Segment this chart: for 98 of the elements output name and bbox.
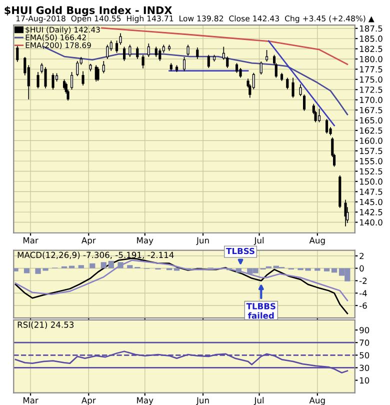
y-tick-label: -6 xyxy=(359,302,367,309)
candlestick xyxy=(318,108,321,123)
candlestick xyxy=(286,77,289,90)
bar xyxy=(314,268,320,271)
y-tick-label: 70 xyxy=(360,340,370,346)
y-tick-label: 170.0 xyxy=(360,96,382,104)
candlestick xyxy=(106,44,109,60)
bar xyxy=(118,262,124,268)
x-tick-label: Apr xyxy=(82,397,96,405)
y-tick-label: 142.5 xyxy=(360,209,382,216)
candlestick xyxy=(299,84,302,97)
candlestick xyxy=(260,61,262,75)
candlestick xyxy=(196,47,199,60)
candlestick xyxy=(265,50,268,62)
y-tick-label: 50 xyxy=(360,352,370,358)
x-tick-label: Mar xyxy=(23,397,38,404)
candlestick xyxy=(292,77,294,98)
bar xyxy=(174,268,180,271)
y-tick-label: 30 xyxy=(360,364,370,371)
candlestick xyxy=(16,46,19,62)
x-tick-label: Apr xyxy=(82,237,96,246)
y-tick-label: 157.5 xyxy=(360,148,382,154)
y-tick-label: 187.5 xyxy=(360,25,382,32)
bar xyxy=(68,266,75,268)
candlestick xyxy=(226,56,229,68)
y-tick-label: 145.0 xyxy=(360,198,382,206)
bar xyxy=(14,268,18,272)
y-tick-label: 150.0 xyxy=(360,178,382,185)
y-tick-label: 152.5 xyxy=(360,168,382,175)
bar xyxy=(236,268,242,273)
y-tick-label: 180.0 xyxy=(360,56,382,62)
chart-title: $HUI Gold Bugs Index - INDX xyxy=(4,6,172,16)
bar xyxy=(324,268,330,272)
annotation: RSI(21) 24.53 xyxy=(18,321,74,329)
bar xyxy=(108,260,114,268)
candlestick xyxy=(128,44,132,58)
y-tick-label: -4 xyxy=(359,290,367,296)
y-tick-label: -2 xyxy=(359,278,367,284)
candlestick xyxy=(76,60,79,77)
y-tick-label: 140.0 xyxy=(360,219,382,226)
candlestick xyxy=(154,46,158,58)
candlestick xyxy=(186,44,190,56)
candlestick xyxy=(62,78,66,90)
x-tick-label: Jun xyxy=(196,237,209,246)
y-tick-label: 185.0 xyxy=(360,36,382,42)
line-series xyxy=(14,260,348,302)
candlestick xyxy=(36,72,40,89)
candlestick xyxy=(70,72,74,90)
x-tick-label: Jul xyxy=(254,237,264,246)
y-tick-label: 160.0 xyxy=(360,138,382,144)
candlestick xyxy=(136,46,139,60)
candlestick xyxy=(119,32,122,46)
candlestick xyxy=(325,118,328,134)
annotation: MACD(12,26,9) -7.306, -5.191, -2.114 xyxy=(18,252,174,260)
y-tick-label: 172.5 xyxy=(360,86,382,93)
candlestick xyxy=(102,60,105,74)
x-tick-label: Aug xyxy=(309,237,325,246)
candlestick xyxy=(302,94,306,112)
annotation: TLBBS failed xyxy=(246,303,276,319)
annotation: TLBSS xyxy=(226,248,254,254)
candlestick xyxy=(115,40,118,54)
x-tick-label: Aug xyxy=(309,397,325,405)
y-tick-label: 147.5 xyxy=(360,188,382,195)
candlestick xyxy=(142,54,144,69)
y-tick-label: 162.5 xyxy=(360,127,382,134)
bar xyxy=(78,265,84,268)
y-tick-label: 10 xyxy=(360,377,370,384)
y-tick-label: 165.0 xyxy=(360,117,382,124)
y-tick-label: 182.5 xyxy=(360,46,382,52)
candlestick xyxy=(52,72,54,90)
candlestick xyxy=(44,66,47,89)
x-tick-label: May xyxy=(137,397,154,405)
line-series xyxy=(101,27,348,65)
candlestick xyxy=(239,68,242,78)
candlestick xyxy=(182,56,186,72)
x-tick-label: Mar xyxy=(23,237,38,244)
candlestick xyxy=(235,62,238,74)
x-tick-label: Jul xyxy=(254,397,264,405)
bar xyxy=(90,263,96,268)
candlestick xyxy=(147,43,150,58)
candlestick xyxy=(96,66,100,82)
y-tick-label: 177.5 xyxy=(360,66,382,72)
x-tick-label: May xyxy=(137,237,154,246)
candlestick xyxy=(122,46,126,62)
candlestick xyxy=(207,54,210,68)
y-tick-label: 167.5 xyxy=(360,106,382,114)
bar xyxy=(127,265,133,268)
y-tick-label: 90 xyxy=(360,326,370,334)
candlestick xyxy=(158,48,162,62)
y-tick-label: 0 xyxy=(360,265,364,272)
candlestick xyxy=(344,199,347,227)
candlestick xyxy=(82,70,84,86)
y-tick-label: 155.0 xyxy=(360,158,382,164)
y-tick-label: 2 xyxy=(360,252,364,260)
bar xyxy=(100,262,106,268)
y-tick-label: 175.0 xyxy=(360,76,382,83)
x-tick-label: Jun xyxy=(196,397,209,405)
bar xyxy=(331,268,338,273)
